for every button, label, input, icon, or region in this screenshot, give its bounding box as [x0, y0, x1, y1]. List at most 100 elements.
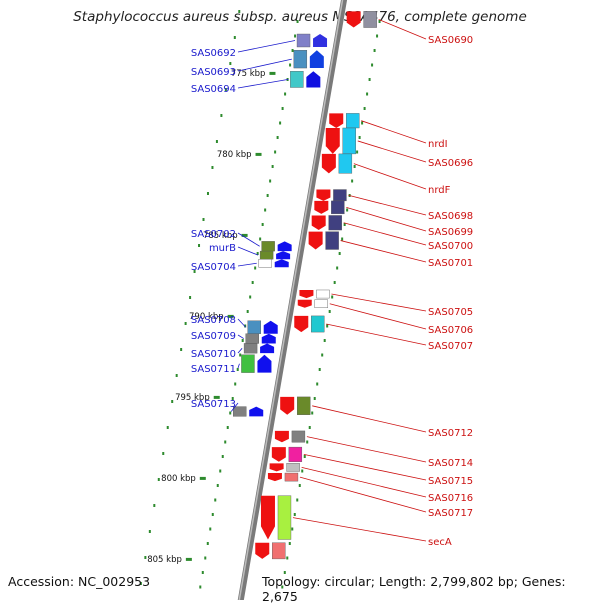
guide-dot	[259, 237, 262, 241]
gene-label: SAS0713	[191, 399, 236, 410]
outer-guide-dot	[171, 400, 174, 403]
gene-block	[328, 215, 342, 231]
tick-label: 785 kbp	[203, 231, 238, 241]
guide-dot	[318, 368, 321, 371]
guide-dot	[211, 513, 214, 516]
guide-dot	[244, 324, 247, 328]
gene-label: SAS0708	[191, 315, 236, 326]
label-leader	[237, 363, 240, 369]
guide-dot	[251, 281, 254, 284]
guide-dot	[221, 455, 224, 458]
gene-block	[288, 446, 303, 462]
gene-label: SAS0705	[428, 307, 473, 318]
outer-guide-dot	[153, 504, 156, 507]
gene-arrow	[249, 406, 264, 417]
label-leader	[331, 293, 427, 312]
guide-dot	[294, 34, 297, 38]
label-leader	[301, 466, 427, 498]
guide-dot	[214, 498, 217, 502]
guide-dot	[313, 397, 316, 400]
label-leader	[237, 262, 257, 267]
tick-mark	[269, 71, 276, 75]
gene-arrow	[311, 215, 326, 231]
gene-arrow	[271, 447, 286, 462]
label-leader	[306, 436, 427, 463]
gene-arrow	[267, 473, 282, 482]
guide-dot	[199, 585, 202, 589]
label-leader	[348, 194, 427, 216]
outer-guide-dot	[224, 88, 227, 91]
guide-dot	[264, 208, 267, 212]
label-leader	[340, 240, 427, 263]
gene-arrow	[276, 251, 291, 260]
guide-dot	[219, 469, 222, 473]
label-leader	[329, 303, 427, 330]
gene-block	[311, 315, 325, 333]
gene-arrow	[314, 200, 329, 214]
guide-dot	[266, 194, 269, 197]
guide-dot	[376, 34, 379, 38]
tick-layer: 775 kbp 780 kbp 785 kbp 790 kbp 795 kbp 800 k…	[139, 10, 381, 589]
guide-dot	[351, 179, 354, 183]
guide-dot	[256, 252, 259, 255]
gene-block	[363, 11, 377, 28]
gene-feature	[308, 231, 339, 250]
tick-mark	[199, 476, 206, 480]
label-leader	[237, 58, 292, 72]
gene-label: SAS0709	[191, 331, 236, 342]
gene-arrow	[306, 71, 321, 88]
tick-mark	[241, 233, 248, 237]
outer-guide-dot	[139, 582, 142, 585]
guide-dot	[239, 353, 242, 357]
guide-dot	[296, 498, 299, 502]
tick-mark	[255, 152, 262, 156]
guide-dot	[316, 382, 319, 386]
label-leader	[230, 402, 239, 412]
gene-label: SAS0692	[191, 48, 236, 59]
gene-feature	[274, 430, 306, 443]
gene-block	[272, 542, 286, 560]
gene-arrow	[321, 153, 336, 174]
label-leader	[237, 78, 289, 89]
backbone-highlight	[238, 0, 344, 600]
gene-feature	[297, 299, 328, 309]
outer-guide-dot	[162, 452, 165, 455]
gene-block	[331, 200, 345, 215]
gene-label: nrdF	[428, 185, 451, 196]
guide-dot	[291, 527, 294, 531]
gene-block	[290, 71, 304, 88]
guide-dot	[288, 542, 291, 545]
gene-feature	[269, 463, 300, 472]
guide-dot	[301, 469, 304, 473]
gene-label: SAS0711	[191, 364, 236, 375]
gene-block	[293, 50, 308, 69]
gene-arrow	[261, 333, 276, 344]
gene-block	[297, 396, 311, 415]
guide-dot	[363, 107, 366, 110]
gene-feature	[280, 396, 311, 415]
gene-feature	[271, 446, 303, 462]
guide-dot	[338, 252, 341, 255]
label-leader	[357, 140, 427, 163]
outer-guide-dot	[202, 218, 205, 221]
gene-feature	[346, 11, 377, 28]
guide-dot	[346, 208, 349, 212]
label-leader	[237, 246, 259, 256]
gene-block	[325, 231, 339, 250]
gene-label: nrdI	[428, 139, 448, 150]
guide-dot	[216, 484, 219, 487]
gene-feature	[314, 200, 345, 215]
gene-feature	[261, 241, 292, 252]
gene-block	[259, 250, 274, 260]
label-leader	[378, 19, 427, 40]
gene-label: SAS0710	[191, 349, 236, 360]
gene-block	[277, 495, 292, 540]
gene-label: SAS0715	[428, 476, 473, 487]
guide-dot	[343, 223, 346, 226]
outer-guide-dot	[157, 478, 160, 481]
label-leader	[237, 348, 243, 354]
outer-guide-dot	[229, 62, 232, 65]
label-leader	[326, 323, 427, 346]
gene-arrow	[255, 542, 270, 559]
label-leader	[237, 318, 247, 328]
